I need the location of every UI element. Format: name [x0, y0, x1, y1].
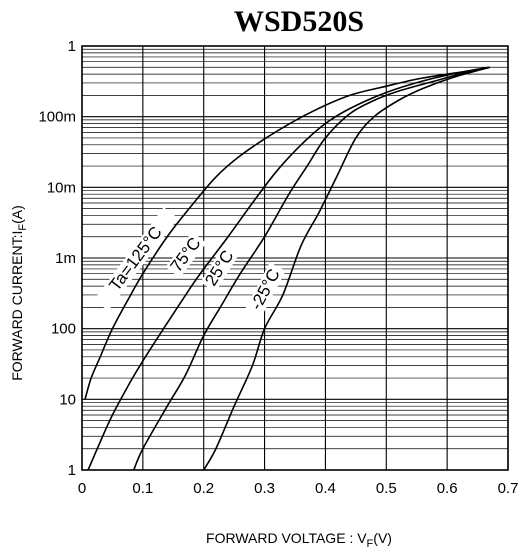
- y-tick-label-6: 1: [68, 38, 76, 55]
- grid: [81, 46, 509, 471]
- curve-0: [84, 66, 490, 400]
- x-axis-label-main: FORWARD VOLTAGE : V: [206, 530, 367, 546]
- curve-label-bg-2: [200, 244, 240, 292]
- chart-title: WSD520S: [234, 5, 364, 38]
- curve-label-0: Ta=125°C: [105, 223, 166, 295]
- curve-label-bg-1: [165, 232, 207, 278]
- curve-3: [203, 66, 490, 471]
- x-tick-label-3: 0.3: [254, 480, 275, 497]
- y-axis-label: FORWARD CURRENT:IF(A): [9, 205, 29, 381]
- x-axis-label-sub: F: [367, 538, 374, 550]
- y-axis-label-sub: F: [17, 224, 29, 231]
- x-tick-label-4: 0.4: [315, 480, 336, 497]
- y-tick-label-0: 1: [68, 462, 76, 479]
- x-axis-label-tail: (V): [373, 530, 392, 546]
- curve-label-bg-3: [245, 262, 286, 317]
- curves: [84, 66, 490, 471]
- curve-labels: Ta=125°C 75°C25°C -25°C: [93, 207, 286, 317]
- x-tick-label-6: 0.6: [437, 480, 458, 497]
- curve-2: [132, 66, 490, 471]
- y-tick-labels: 1 10 100 1m 10m 100m 1: [38, 38, 76, 479]
- curve-1: [87, 66, 490, 471]
- curve-label-group-1: 75°C: [165, 232, 207, 278]
- y-tick-label-3: 1m: [55, 250, 76, 267]
- y-axis-label-main: FORWARD CURRENT:I: [9, 231, 25, 381]
- y-tick-label-4: 10m: [47, 179, 76, 196]
- y-tick-label-2: 100: [51, 321, 76, 338]
- x-tick-label-5: 0.5: [376, 480, 397, 497]
- x-axis-label: FORWARD VOLTAGE : VF(V): [206, 530, 392, 550]
- curve-label-3: -25°C: [247, 266, 284, 313]
- x-tick-labels: 0 0.1 0.2 0.3 0.4 0.5 0.6 0.7: [78, 480, 519, 497]
- x-tick-label-1: 0.1: [132, 480, 153, 497]
- plot-frame: [81, 45, 509, 471]
- y-tick-label-1: 10: [59, 391, 76, 408]
- x-tick-label-7: 0.7: [498, 480, 519, 497]
- curve-label-group-3: -25°C: [245, 262, 286, 317]
- y-axis-label-tail: (A): [9, 205, 25, 224]
- curve-label-bg-0: [93, 207, 179, 311]
- x-tick-label-0: 0: [78, 480, 86, 497]
- x-tick-label-2: 0.2: [193, 480, 214, 497]
- y-tick-label-5: 100m: [38, 109, 76, 126]
